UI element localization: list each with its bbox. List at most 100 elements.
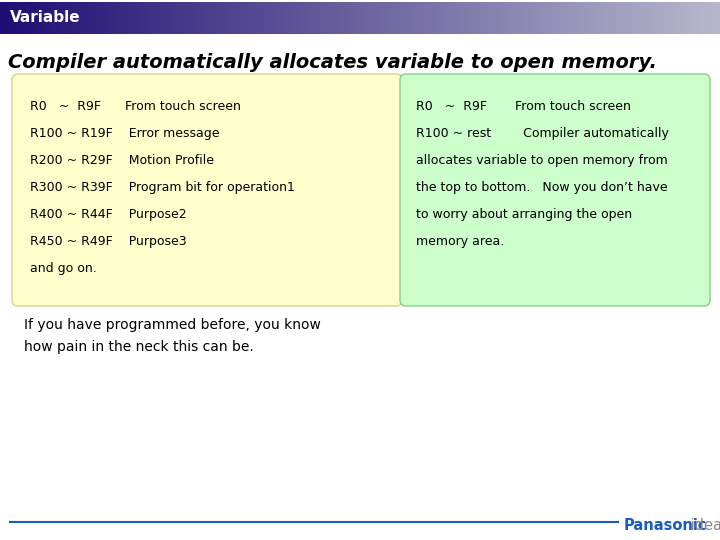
Bar bbox=[211, 2, 212, 34]
Bar bbox=[513, 2, 514, 34]
Bar bbox=[697, 2, 698, 34]
Bar bbox=[599, 2, 600, 34]
Bar bbox=[451, 2, 452, 34]
Bar bbox=[32, 2, 33, 34]
Bar bbox=[288, 2, 289, 34]
Bar bbox=[654, 2, 655, 34]
Bar bbox=[130, 2, 131, 34]
Bar bbox=[517, 2, 518, 34]
Bar bbox=[7, 2, 8, 34]
Bar bbox=[469, 2, 470, 34]
Bar bbox=[430, 2, 431, 34]
Bar bbox=[244, 2, 245, 34]
Bar bbox=[247, 2, 248, 34]
Bar bbox=[385, 2, 386, 34]
Bar bbox=[23, 2, 24, 34]
Bar bbox=[320, 2, 321, 34]
Bar bbox=[647, 2, 648, 34]
Bar bbox=[74, 2, 75, 34]
Bar bbox=[261, 2, 262, 34]
Bar bbox=[519, 2, 520, 34]
Bar bbox=[616, 2, 617, 34]
Bar bbox=[686, 2, 687, 34]
Bar bbox=[71, 2, 72, 34]
Bar bbox=[603, 2, 604, 34]
Bar bbox=[377, 2, 378, 34]
Bar bbox=[715, 2, 716, 34]
Bar bbox=[522, 2, 523, 34]
Bar bbox=[389, 2, 390, 34]
Bar bbox=[657, 2, 658, 34]
Bar bbox=[301, 2, 302, 34]
Bar bbox=[214, 2, 215, 34]
Bar bbox=[552, 2, 553, 34]
Text: memory area.: memory area. bbox=[416, 235, 504, 248]
Bar bbox=[442, 2, 443, 34]
Bar bbox=[119, 2, 120, 34]
Bar bbox=[476, 2, 477, 34]
Bar bbox=[299, 2, 300, 34]
Bar bbox=[309, 2, 310, 34]
Bar bbox=[446, 2, 447, 34]
Bar bbox=[475, 2, 476, 34]
Bar bbox=[229, 2, 230, 34]
Bar bbox=[452, 2, 453, 34]
Bar bbox=[705, 2, 706, 34]
Bar bbox=[203, 2, 204, 34]
Bar bbox=[462, 2, 463, 34]
Bar bbox=[604, 2, 605, 34]
Bar bbox=[590, 2, 591, 34]
Bar bbox=[588, 2, 589, 34]
Bar bbox=[125, 2, 126, 34]
Bar bbox=[24, 2, 25, 34]
Bar bbox=[83, 2, 84, 34]
Bar bbox=[505, 2, 506, 34]
Bar bbox=[628, 2, 629, 34]
Bar bbox=[180, 2, 181, 34]
Bar bbox=[712, 2, 713, 34]
Text: R0   ~  R9F       From touch screen: R0 ~ R9F From touch screen bbox=[416, 100, 631, 113]
Bar bbox=[463, 2, 464, 34]
Bar bbox=[113, 2, 114, 34]
Bar bbox=[41, 2, 42, 34]
Bar bbox=[97, 2, 98, 34]
Bar bbox=[702, 2, 703, 34]
Bar bbox=[395, 2, 396, 34]
Bar bbox=[35, 2, 36, 34]
Bar bbox=[490, 2, 491, 34]
Bar bbox=[259, 2, 260, 34]
Bar bbox=[687, 2, 688, 34]
Bar bbox=[95, 2, 96, 34]
Bar bbox=[282, 2, 283, 34]
Bar bbox=[472, 2, 473, 34]
Bar bbox=[174, 2, 175, 34]
Bar bbox=[207, 2, 208, 34]
Bar bbox=[99, 2, 100, 34]
Bar bbox=[270, 2, 271, 34]
Bar bbox=[324, 2, 325, 34]
Bar bbox=[554, 2, 555, 34]
Bar bbox=[156, 2, 157, 34]
Bar bbox=[58, 2, 59, 34]
Bar bbox=[494, 2, 495, 34]
Bar bbox=[466, 2, 467, 34]
Bar bbox=[289, 2, 290, 34]
Bar bbox=[542, 2, 543, 34]
Bar bbox=[191, 2, 192, 34]
Bar bbox=[623, 2, 624, 34]
Bar bbox=[241, 2, 242, 34]
Bar bbox=[350, 2, 351, 34]
Bar bbox=[72, 2, 73, 34]
Bar bbox=[375, 2, 376, 34]
Bar bbox=[89, 2, 90, 34]
Bar bbox=[415, 2, 416, 34]
Bar bbox=[26, 2, 27, 34]
Bar bbox=[509, 2, 510, 34]
Bar bbox=[170, 2, 171, 34]
Bar bbox=[689, 2, 690, 34]
Bar bbox=[44, 2, 45, 34]
Bar bbox=[209, 2, 210, 34]
Bar bbox=[566, 2, 567, 34]
Bar bbox=[440, 2, 441, 34]
Bar bbox=[68, 2, 69, 34]
